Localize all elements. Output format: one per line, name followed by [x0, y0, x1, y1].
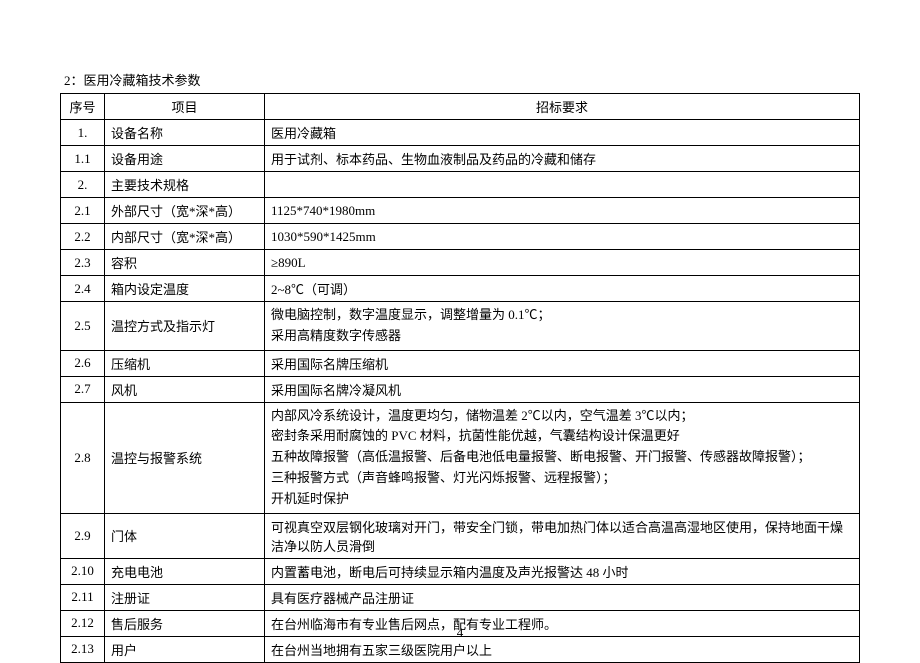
- cell-seq: 2.10: [61, 558, 105, 584]
- table-row: 2.9门体可视真空双层钢化玻璃对开门，带安全门锁，带电加热门体以适合高温高湿地区…: [61, 513, 860, 558]
- cell-item: 容积: [105, 250, 265, 276]
- table-row: 1.1设备用途用于试剂、标本药品、生物血液制品及药品的冷藏和储存: [61, 146, 860, 172]
- cell-item: 内部尺寸（宽*深*高）: [105, 224, 265, 250]
- table-row: 1.设备名称医用冷藏箱: [61, 120, 860, 146]
- cell-seq: 1.: [61, 120, 105, 146]
- cell-item: 主要技术规格: [105, 172, 265, 198]
- header-seq: 序号: [61, 94, 105, 120]
- cell-req: 2~8℃（可调）: [265, 276, 860, 302]
- cell-req: 用于试剂、标本药品、生物血液制品及药品的冷藏和储存: [265, 146, 860, 172]
- cell-seq: 2.6: [61, 350, 105, 376]
- cell-item: 风机: [105, 376, 265, 402]
- cell-item: 温控方式及指示灯: [105, 302, 265, 351]
- cell-seq: 2.3: [61, 250, 105, 276]
- cell-req: [265, 172, 860, 198]
- cell-item: 设备名称: [105, 120, 265, 146]
- table-row: 2.10充电电池内置蓄电池，断电后可持续显示箱内温度及声光报警达 48 小时: [61, 558, 860, 584]
- spec-table: 序号 项目 招标要求 1.设备名称医用冷藏箱1.1设备用途用于试剂、标本药品、生…: [60, 93, 860, 663]
- cell-item: 充电电池: [105, 558, 265, 584]
- header-req: 招标要求: [265, 94, 860, 120]
- cell-req: 1125*740*1980mm: [265, 198, 860, 224]
- cell-item: 注册证: [105, 584, 265, 610]
- cell-seq: 2.1: [61, 198, 105, 224]
- cell-item: 外部尺寸（宽*深*高）: [105, 198, 265, 224]
- table-row: 2.7风机采用国际名牌冷凝风机: [61, 376, 860, 402]
- cell-seq: 1.1: [61, 146, 105, 172]
- table-row: 2.主要技术规格: [61, 172, 860, 198]
- cell-item: 压缩机: [105, 350, 265, 376]
- cell-req: 采用国际名牌冷凝风机: [265, 376, 860, 402]
- cell-seq: 2.9: [61, 513, 105, 558]
- cell-item: 温控与报警系统: [105, 402, 265, 513]
- table-body: 1.设备名称医用冷藏箱1.1设备用途用于试剂、标本药品、生物血液制品及药品的冷藏…: [61, 120, 860, 663]
- table-row: 2.8温控与报警系统内部风冷系统设计，温度更均匀，储物温差 2℃以内，空气温差 …: [61, 402, 860, 513]
- table-row: 2.4箱内设定温度2~8℃（可调）: [61, 276, 860, 302]
- cell-req: 内置蓄电池，断电后可持续显示箱内温度及声光报警达 48 小时: [265, 558, 860, 584]
- cell-req: 采用国际名牌压缩机: [265, 350, 860, 376]
- document-title: 2：医用冷藏箱技术参数: [60, 70, 860, 89]
- cell-req: 医用冷藏箱: [265, 120, 860, 146]
- table-row: 2.1外部尺寸（宽*深*高）1125*740*1980mm: [61, 198, 860, 224]
- cell-seq: 2.5: [61, 302, 105, 351]
- cell-req: 1030*590*1425mm: [265, 224, 860, 250]
- table-row: 2.11注册证具有医疗器械产品注册证: [61, 584, 860, 610]
- table-row: 2.3容积≥890L: [61, 250, 860, 276]
- cell-seq: 2.8: [61, 402, 105, 513]
- cell-req: 具有医疗器械产品注册证: [265, 584, 860, 610]
- cell-item: 箱内设定温度: [105, 276, 265, 302]
- table-row: 2.2内部尺寸（宽*深*高）1030*590*1425mm: [61, 224, 860, 250]
- cell-seq: 2.: [61, 172, 105, 198]
- cell-req: ≥890L: [265, 250, 860, 276]
- cell-seq: 2.2: [61, 224, 105, 250]
- page-number: 4: [0, 625, 920, 641]
- cell-item: 设备用途: [105, 146, 265, 172]
- header-item: 项目: [105, 94, 265, 120]
- table-row: 2.6压缩机采用国际名牌压缩机: [61, 350, 860, 376]
- cell-seq: 2.4: [61, 276, 105, 302]
- cell-req: 内部风冷系统设计，温度更均匀，储物温差 2℃以内，空气温差 3℃以内；密封条采用…: [265, 402, 860, 513]
- cell-seq: 2.7: [61, 376, 105, 402]
- cell-seq: 2.11: [61, 584, 105, 610]
- table-row: 2.5温控方式及指示灯微电脑控制，数字温度显示，调整增量为 0.1℃；采用高精度…: [61, 302, 860, 351]
- cell-item: 门体: [105, 513, 265, 558]
- table-header-row: 序号 项目 招标要求: [61, 94, 860, 120]
- cell-req: 可视真空双层钢化玻璃对开门，带安全门锁，带电加热门体以适合高温高湿地区使用，保持…: [265, 513, 860, 558]
- cell-req: 微电脑控制，数字温度显示，调整增量为 0.1℃；采用高精度数字传感器: [265, 302, 860, 351]
